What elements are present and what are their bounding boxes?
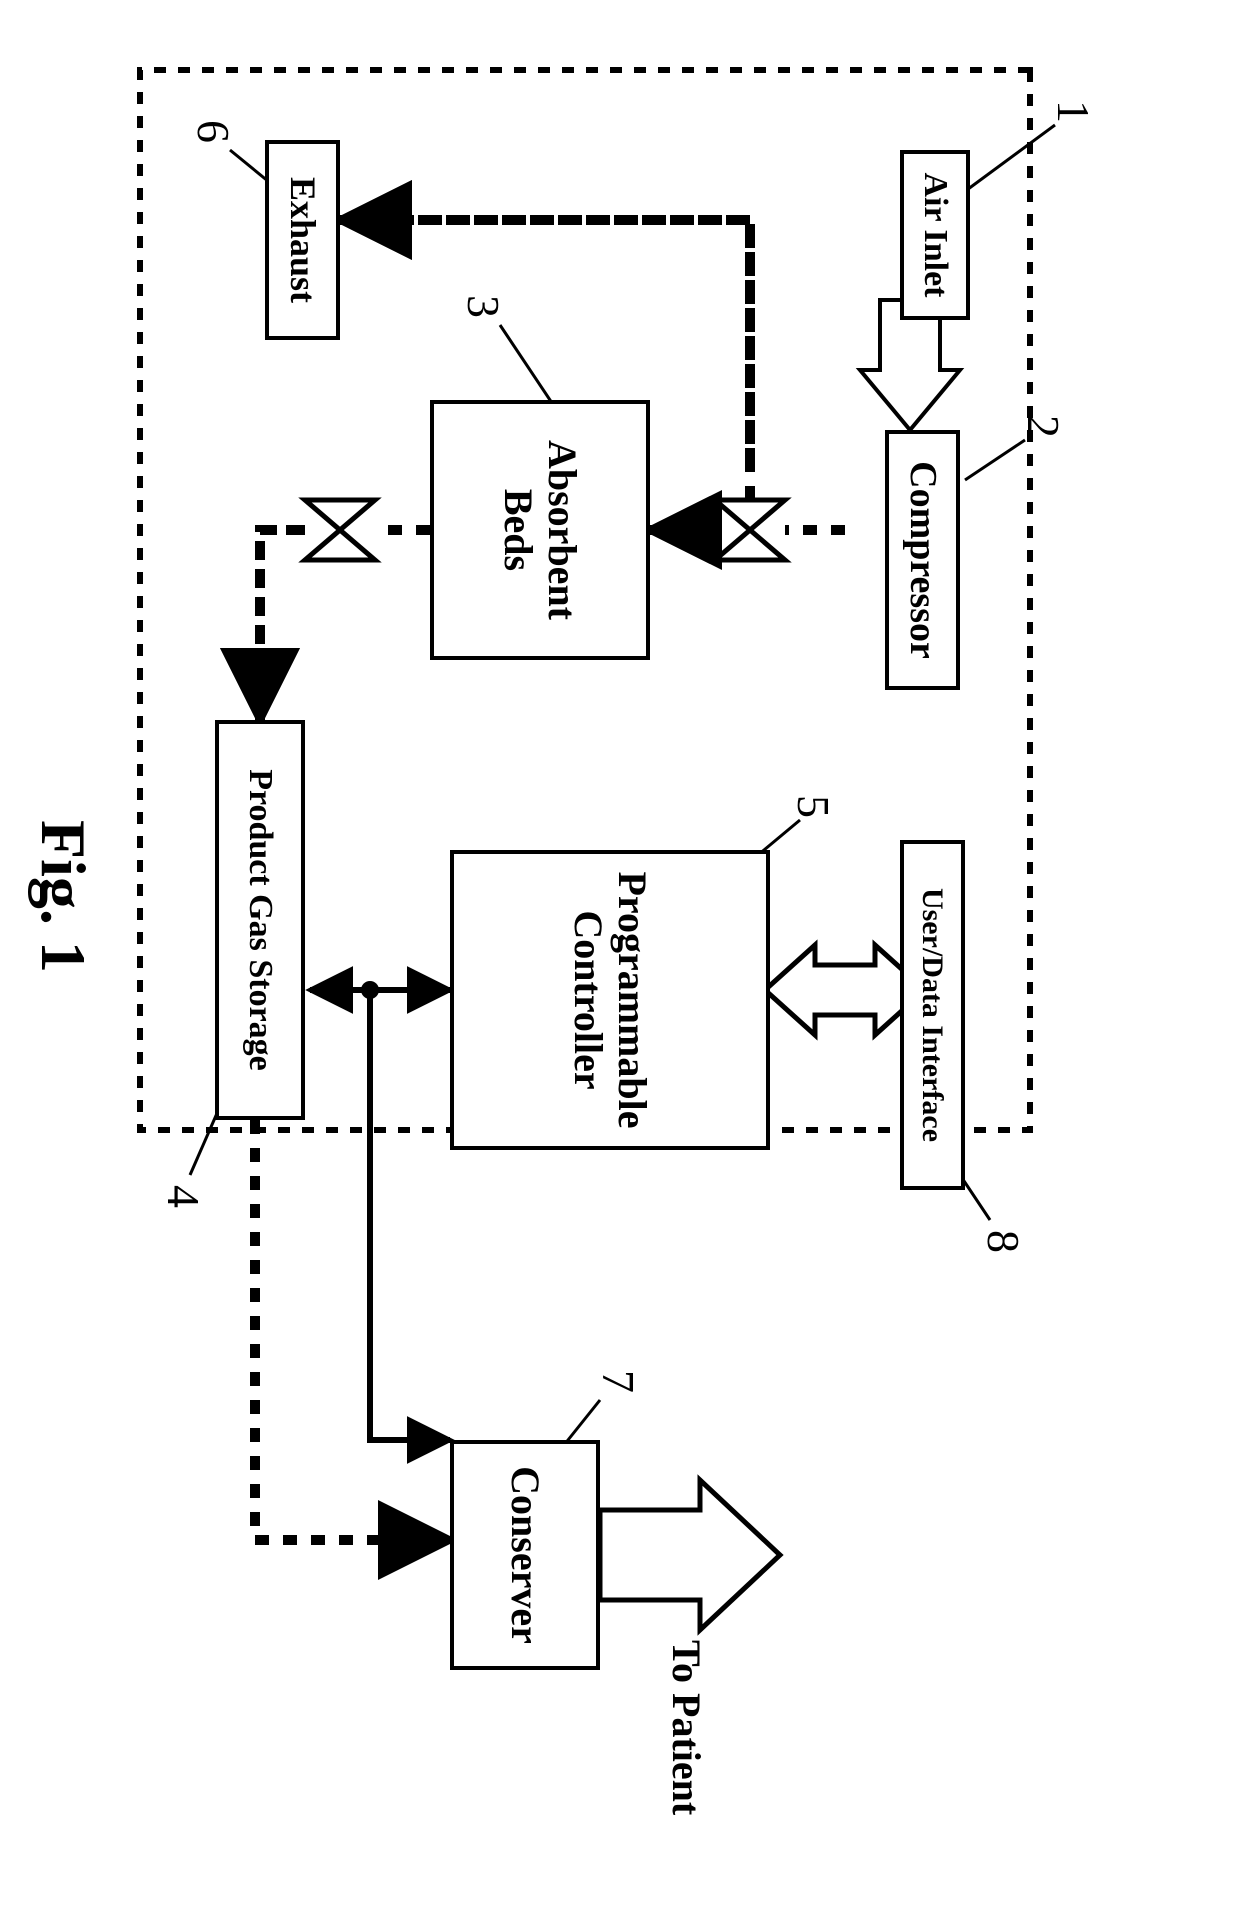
compressor-label: Compressor <box>902 461 944 659</box>
pipe-storage-conserver <box>255 1120 450 1540</box>
compressor-box: Compressor <box>885 430 960 690</box>
ref-4: 4 <box>157 1185 210 1208</box>
ref-5: 5 <box>787 795 840 818</box>
ref-8: 8 <box>977 1230 1030 1253</box>
leader-1 <box>960 125 1055 195</box>
absorbent-label: Absorbent Beds <box>496 440 584 620</box>
interface-label: User/Data Interface <box>916 888 949 1142</box>
ctrl-conserver-link <box>370 990 450 1440</box>
absorbent-box: Absorbent Beds <box>430 400 650 660</box>
air-inlet-box: Air Inlet <box>900 150 970 320</box>
conserver-label: Conserver <box>503 1466 547 1644</box>
controller-label: Programmable Controller <box>566 872 654 1129</box>
air-inlet-label: Air Inlet <box>916 173 953 298</box>
figure-caption: Fig. 1 <box>26 820 100 973</box>
leader-2 <box>965 440 1025 480</box>
storage-box: Product Gas Storage <box>215 720 305 1120</box>
controller-box: Programmable Controller <box>450 850 770 1150</box>
ref-1: 1 <box>1047 100 1100 123</box>
storage-label: Product Gas Storage <box>241 769 278 1071</box>
ref-6: 6 <box>187 120 240 143</box>
to-patient-label: To Patient <box>663 1640 710 1815</box>
exhaust-label: Exhaust <box>283 177 323 303</box>
ref-2: 2 <box>1017 415 1070 438</box>
conserver-box: Conserver <box>450 1440 600 1670</box>
valve-2-bt <box>300 470 380 590</box>
ref-3: 3 <box>457 295 510 318</box>
exhaust-box: Exhaust <box>265 140 340 340</box>
ref-7: 7 <box>592 1370 645 1393</box>
interface-box: User/Data Interface <box>900 840 965 1190</box>
to-patient-arrow <box>600 1480 780 1630</box>
pipe-valve2-storage <box>260 530 300 720</box>
